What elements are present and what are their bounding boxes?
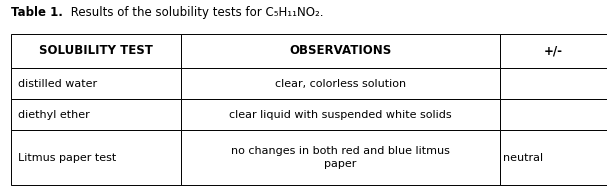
Bar xyxy=(181,34,500,68)
Text: SOLUBILITY TEST: SOLUBILITY TEST xyxy=(39,44,153,57)
Text: no changes in both red and blue litmus
paper: no changes in both red and blue litmus p… xyxy=(231,146,450,169)
Text: +/-: +/- xyxy=(544,44,563,57)
Bar xyxy=(11,34,181,68)
Text: OBSERVATIONS: OBSERVATIONS xyxy=(289,44,392,57)
Bar xyxy=(181,99,500,130)
Bar xyxy=(11,130,181,185)
Bar xyxy=(181,130,500,185)
Bar xyxy=(500,34,607,68)
Bar xyxy=(11,99,181,130)
Bar xyxy=(500,68,607,99)
Text: Litmus paper test: Litmus paper test xyxy=(18,153,117,163)
Bar xyxy=(500,130,607,185)
Bar xyxy=(181,68,500,99)
Text: neutral: neutral xyxy=(503,153,543,163)
Text: Results of the solubility tests for C₅H₁₁NO₂.: Results of the solubility tests for C₅H₁… xyxy=(67,6,324,19)
Text: distilled water: distilled water xyxy=(18,79,97,89)
Text: Table 1.: Table 1. xyxy=(11,6,63,19)
Text: clear, colorless solution: clear, colorless solution xyxy=(275,79,406,89)
Text: clear liquid with suspended white solids: clear liquid with suspended white solids xyxy=(229,110,452,119)
Bar xyxy=(11,68,181,99)
Bar xyxy=(500,99,607,130)
Text: diethyl ether: diethyl ether xyxy=(18,110,90,119)
